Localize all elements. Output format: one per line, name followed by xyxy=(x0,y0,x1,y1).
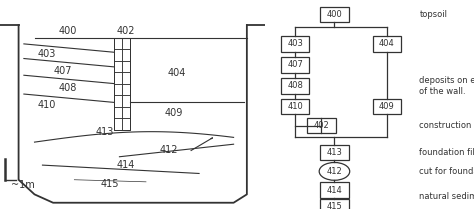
FancyBboxPatch shape xyxy=(373,99,401,115)
Text: 403: 403 xyxy=(287,39,303,48)
Bar xyxy=(114,38,130,130)
FancyBboxPatch shape xyxy=(281,99,310,115)
Text: 414: 414 xyxy=(327,186,342,195)
Text: 400: 400 xyxy=(327,10,342,19)
Text: natural sediments: natural sediments xyxy=(419,192,474,201)
Text: 403: 403 xyxy=(37,49,55,59)
Text: cut for foundation of wall: cut for foundation of wall xyxy=(419,167,474,176)
FancyBboxPatch shape xyxy=(320,7,348,22)
FancyBboxPatch shape xyxy=(320,182,348,198)
Text: 414: 414 xyxy=(117,160,135,170)
Text: 407: 407 xyxy=(53,66,72,76)
Text: 415: 415 xyxy=(101,179,119,189)
Bar xyxy=(114,38,122,49)
Text: 408: 408 xyxy=(58,83,77,93)
Bar xyxy=(114,72,122,84)
Text: 412: 412 xyxy=(159,145,178,155)
Text: 409: 409 xyxy=(164,108,183,118)
Text: 409: 409 xyxy=(379,102,395,111)
Text: topsoil: topsoil xyxy=(419,10,447,19)
FancyBboxPatch shape xyxy=(281,57,310,73)
Text: deposits on either side
of the wall.: deposits on either side of the wall. xyxy=(419,76,474,96)
Bar xyxy=(114,84,122,95)
FancyBboxPatch shape xyxy=(281,36,310,52)
Bar xyxy=(114,118,122,130)
Text: 413: 413 xyxy=(327,148,342,157)
Bar xyxy=(122,72,130,84)
FancyBboxPatch shape xyxy=(307,117,336,133)
Text: construction of wall: construction of wall xyxy=(419,121,474,130)
Text: 412: 412 xyxy=(327,167,342,176)
FancyBboxPatch shape xyxy=(373,36,401,52)
Text: foundation fill: foundation fill xyxy=(419,148,474,157)
Bar xyxy=(122,61,130,72)
Bar xyxy=(114,49,122,61)
Text: 404: 404 xyxy=(379,39,395,48)
Bar xyxy=(114,61,122,72)
Text: 408: 408 xyxy=(287,81,303,90)
Bar xyxy=(122,84,130,95)
Text: 413: 413 xyxy=(96,127,114,137)
Text: 407: 407 xyxy=(287,60,303,69)
Text: 410: 410 xyxy=(287,102,303,111)
Bar xyxy=(122,118,130,130)
Text: 402: 402 xyxy=(117,26,135,36)
Text: 415: 415 xyxy=(327,202,342,209)
Text: 400: 400 xyxy=(58,26,77,36)
Text: 410: 410 xyxy=(37,99,55,110)
Bar xyxy=(114,107,122,118)
Bar xyxy=(122,49,130,61)
FancyBboxPatch shape xyxy=(281,78,310,94)
Bar xyxy=(114,95,122,107)
Bar xyxy=(122,95,130,107)
FancyBboxPatch shape xyxy=(320,145,348,161)
Text: 404: 404 xyxy=(167,68,186,78)
Bar xyxy=(122,107,130,118)
FancyBboxPatch shape xyxy=(320,199,348,209)
Text: ~1m: ~1m xyxy=(10,180,35,190)
Bar xyxy=(122,38,130,49)
Ellipse shape xyxy=(319,163,350,180)
Text: 402: 402 xyxy=(313,121,329,130)
